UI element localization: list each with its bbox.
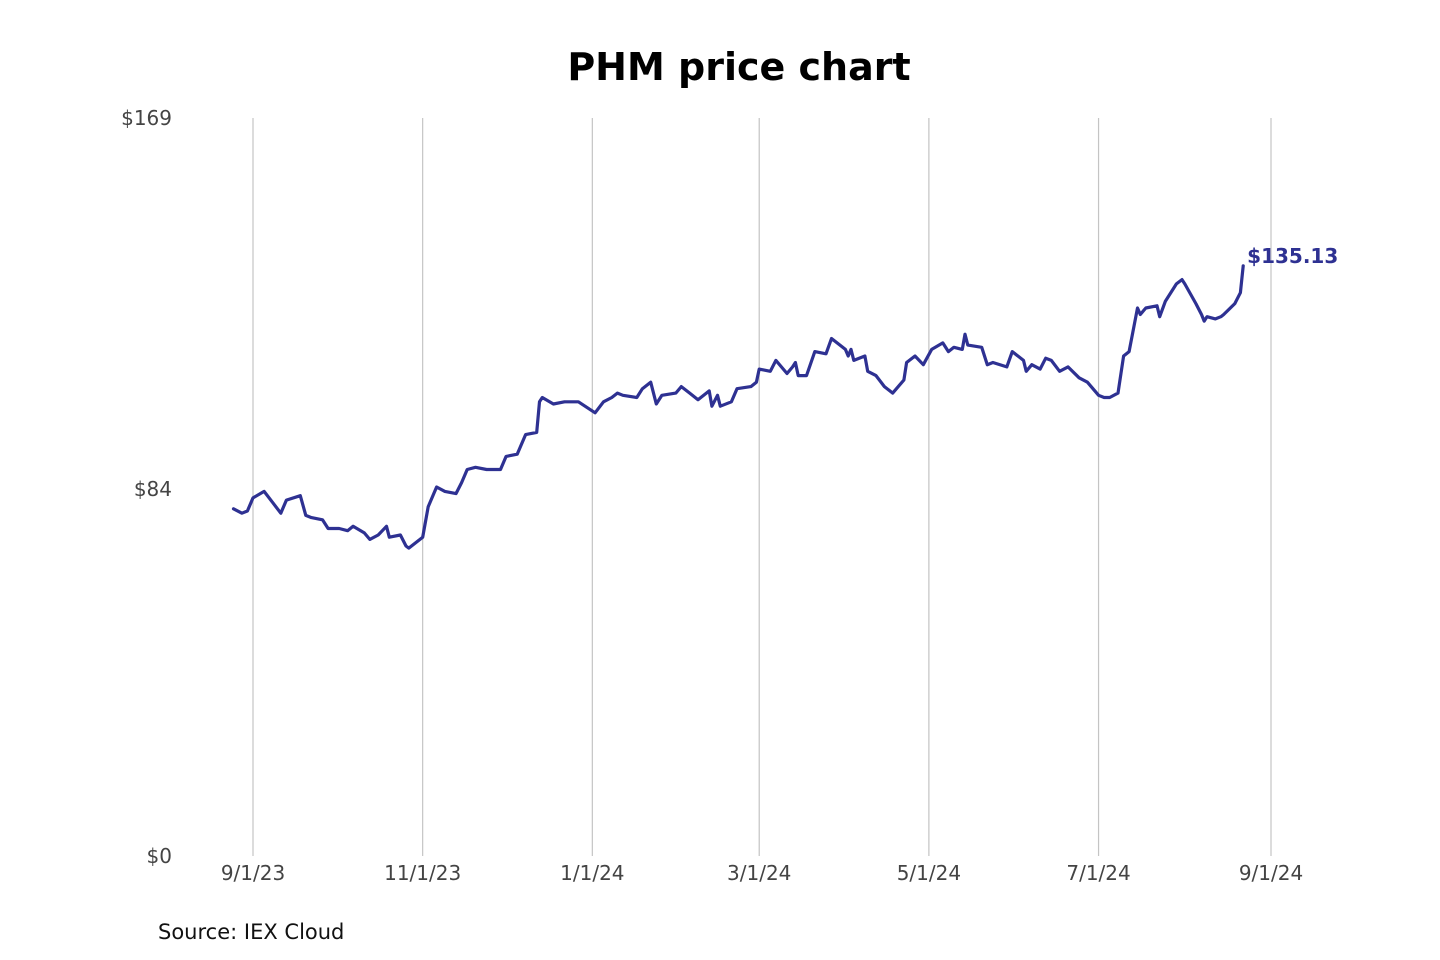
y-tick-label: $0	[147, 844, 172, 868]
x-tick-label: 9/1/23	[221, 861, 285, 885]
x-tick-label: 3/1/24	[727, 861, 791, 885]
x-tick-label: 7/1/24	[1066, 861, 1130, 885]
y-tick-label: $169	[121, 106, 172, 130]
x-tick-label: 5/1/24	[897, 861, 961, 885]
x-tick-label: 11/1/23	[384, 861, 461, 885]
x-gridlines	[252, 118, 1272, 856]
price-series-line	[231, 264, 1245, 550]
last-price-label: $135.13	[1247, 244, 1338, 268]
chart-title: PHM price chart	[567, 45, 910, 89]
y-axis-ticks: $0 $84 $169	[121, 106, 172, 868]
x-axis-ticks: 9/1/23 11/1/23 1/1/24 3/1/24 5/1/24 7/1/24 9/1…	[221, 861, 1303, 885]
x-tick-label: 9/1/24	[1239, 861, 1303, 885]
x-tick-label: 1/1/24	[560, 861, 624, 885]
y-tick-label: $84	[134, 477, 172, 501]
source-note: Source: IEX Cloud	[158, 920, 344, 944]
